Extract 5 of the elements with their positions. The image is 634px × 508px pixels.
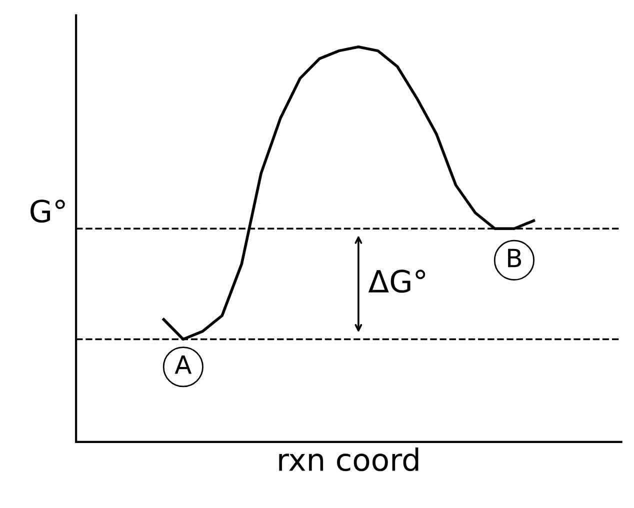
annotation: ΔG°	[368, 270, 426, 293]
x-axis-title: rxn coord	[279, 448, 418, 472]
annotation: A	[174, 356, 192, 374]
annotation: B	[508, 248, 522, 268]
y-axis-title: G°	[30, 200, 65, 223]
